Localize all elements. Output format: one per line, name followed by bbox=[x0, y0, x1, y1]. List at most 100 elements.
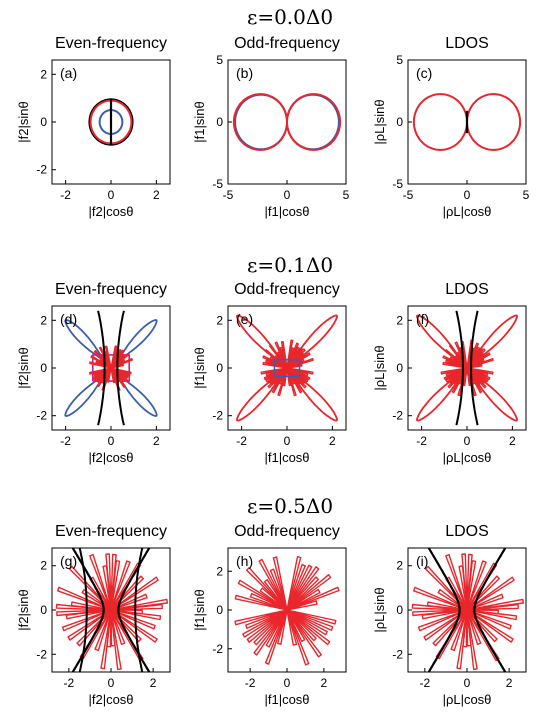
y-tick-label: 5 bbox=[396, 53, 403, 67]
y-axis-label: |f2|sinθ bbox=[16, 589, 31, 630]
y-tick-label: -2 bbox=[212, 409, 223, 423]
panel-title: Even-frequency bbox=[55, 523, 167, 540]
series-red-spikes-0-q1-6 bbox=[237, 579, 288, 611]
x-tick-label: 0 bbox=[284, 188, 291, 202]
panel-label: (c) bbox=[416, 65, 432, 81]
series-black-hyperbola-1-branch0 bbox=[473, 548, 507, 610]
y-tick-label: -2 bbox=[36, 409, 47, 423]
series-red-spikes-0-q2-1 bbox=[421, 609, 468, 620]
series-red-spikes-0-q0-4 bbox=[110, 575, 144, 611]
series-blue-x-lobes-0-lobe1 bbox=[64, 319, 105, 362]
x-tick-label: -2 bbox=[245, 676, 256, 690]
y-tick-label: 0 bbox=[216, 115, 223, 129]
series-red-spikes-0-q1-5 bbox=[437, 588, 468, 611]
y-tick-label: 2 bbox=[40, 67, 47, 81]
x-tick-label: 0 bbox=[464, 434, 471, 448]
y-axis-label: |f2|sinθ bbox=[16, 347, 31, 388]
panel-b: Odd-frequency -5 0 5 -5 0 5 |f1|cosθ |f1|sinθ (b) bbox=[192, 35, 350, 219]
series-red-spikes-0-q1-6 bbox=[413, 586, 468, 611]
y-tick-label: 2 bbox=[216, 564, 223, 578]
plot-area bbox=[234, 556, 340, 666]
y-tick-label: 0 bbox=[396, 603, 403, 617]
series-red-spikes-2-q0-3 bbox=[110, 352, 130, 369]
x-tick-label: 5 bbox=[343, 188, 350, 202]
panel-title: Even-frequency bbox=[55, 35, 167, 52]
series-red-spikes-0-q1-0 bbox=[466, 553, 473, 611]
y-axis-label: |f1|sinθ bbox=[192, 589, 207, 630]
x-axis-label: |f1|cosθ bbox=[264, 204, 309, 219]
series-red-spikes-0-q3-1 bbox=[466, 609, 478, 671]
series-red-spikes-0-q1-3 bbox=[263, 579, 288, 611]
series-red-spikes-0-q3-4 bbox=[110, 609, 142, 643]
series-red-spikes-2-q0-1 bbox=[110, 358, 133, 369]
x-tick-label: 2 bbox=[329, 434, 336, 448]
series-black-hyperbola-1-branch2 bbox=[117, 610, 151, 672]
panel-title: Odd-frequency bbox=[234, 35, 340, 52]
series-red-spikes-0-q0-1 bbox=[286, 586, 340, 611]
x-tick-label: 0 bbox=[284, 434, 291, 448]
panel-c: LDOS -5 0 5 -5 0 5 |ρL|cosθ |ρL|sinθ (c) bbox=[372, 35, 530, 219]
series-red-spikes-1-q2-0 bbox=[440, 367, 468, 375]
y-tick-label: 2 bbox=[216, 313, 223, 327]
series-red-spikes-0-q2-4 bbox=[76, 609, 112, 647]
series-red-spikes-0-q3-6 bbox=[110, 609, 156, 630]
series-red-spikes-0-q3-2 bbox=[110, 609, 126, 645]
series-red-spikes-0-q2-3 bbox=[67, 609, 112, 641]
panel-label: (d) bbox=[60, 311, 77, 327]
series-red-two-lobe-1 bbox=[232, 93, 342, 151]
plot-area bbox=[232, 93, 342, 151]
series-black-circle-0 bbox=[88, 98, 134, 146]
y-tick-label: 2 bbox=[40, 559, 47, 573]
x-tick-label: -5 bbox=[403, 188, 414, 202]
series-red-spikes-0-q1-4 bbox=[424, 565, 468, 611]
series-red-spikes-0-q1-2 bbox=[89, 553, 112, 611]
series-red-two-lobe-0 bbox=[412, 93, 522, 151]
series-red-spikes-0-q1-1 bbox=[458, 565, 468, 611]
series-red-x-lobes-0-lobe3 bbox=[469, 370, 518, 422]
plot-area bbox=[64, 310, 158, 426]
y-tick-label: 0 bbox=[216, 361, 223, 375]
plot-area bbox=[55, 548, 168, 672]
series-red-x-lobes-0-lobe0 bbox=[289, 314, 338, 366]
y-axis-label: |f1|sinθ bbox=[192, 101, 207, 142]
panel-title: LDOS bbox=[445, 523, 489, 540]
series-red-spikes-0-q2-2 bbox=[417, 609, 468, 632]
series-red-spikes-0-q0-8 bbox=[286, 556, 302, 611]
series-red-spikes-0-q0-2 bbox=[466, 593, 504, 611]
series-red-x-lobes-0-lobe1 bbox=[416, 314, 465, 366]
y-tick-label: -5 bbox=[392, 177, 403, 191]
series-red-spikes-0-q1-4 bbox=[246, 567, 288, 611]
x-tick-label: -2 bbox=[236, 434, 247, 448]
series-black-vbranches-2-left bbox=[455, 310, 464, 426]
panel-f: LDOS -2 0 2 -2 0 2 |ρL|cosθ |ρL|sinθ (f) bbox=[372, 281, 527, 465]
series-red-spikes-0-q3-4 bbox=[286, 609, 317, 642]
series-red-spikes-0-q0-6 bbox=[110, 560, 131, 611]
series-black-hyperbola-1-branch1 bbox=[427, 548, 461, 610]
series-red-spikes-0-q2-4 bbox=[432, 609, 468, 647]
series-red-spikes-0-q1-2 bbox=[445, 553, 468, 611]
series-red-spikes-0-q0-3 bbox=[110, 576, 159, 611]
series-red-spikes-0-q2-0 bbox=[55, 603, 112, 611]
series-red-spikes-1-q1-8 bbox=[442, 355, 468, 369]
series-red-x-lobes-0-lobe1 bbox=[236, 314, 285, 366]
series-red-spikes-0-q2-3 bbox=[423, 609, 468, 641]
series-red-spikes-2-q3-8 bbox=[110, 367, 132, 375]
x-axis-label: |f2|cosθ bbox=[88, 692, 133, 707]
series-red-spikes-0-q0-2 bbox=[110, 593, 148, 611]
series-red-spikes-0-q0-7 bbox=[286, 563, 306, 611]
series-red-spikes-0-q1-4 bbox=[68, 565, 112, 611]
x-tick-label: -2 bbox=[60, 434, 71, 448]
row-title-1: ε=0.0Δ0 bbox=[247, 5, 333, 29]
panel-title: LDOS bbox=[445, 35, 489, 52]
series-red-spikes-0-q0-6 bbox=[466, 560, 487, 611]
series-red-spikes-1-q3-10 bbox=[466, 367, 494, 375]
series-red-spikes-1-q1-10 bbox=[442, 361, 468, 369]
panel-d: Even-frequency -2 0 2 -2 0 2 |f2|cosθ |f2|sinθ (d… bbox=[16, 281, 171, 465]
series-blue-rect-2 bbox=[273, 358, 301, 378]
series-red-spikes-0-q2-6 bbox=[450, 609, 468, 652]
row-title-2: ε=0.1Δ0 bbox=[247, 253, 333, 277]
y-tick-label: 0 bbox=[396, 361, 403, 375]
series-red-spikes-0-q3-1 bbox=[286, 609, 310, 666]
panel-label: (e) bbox=[236, 311, 253, 327]
